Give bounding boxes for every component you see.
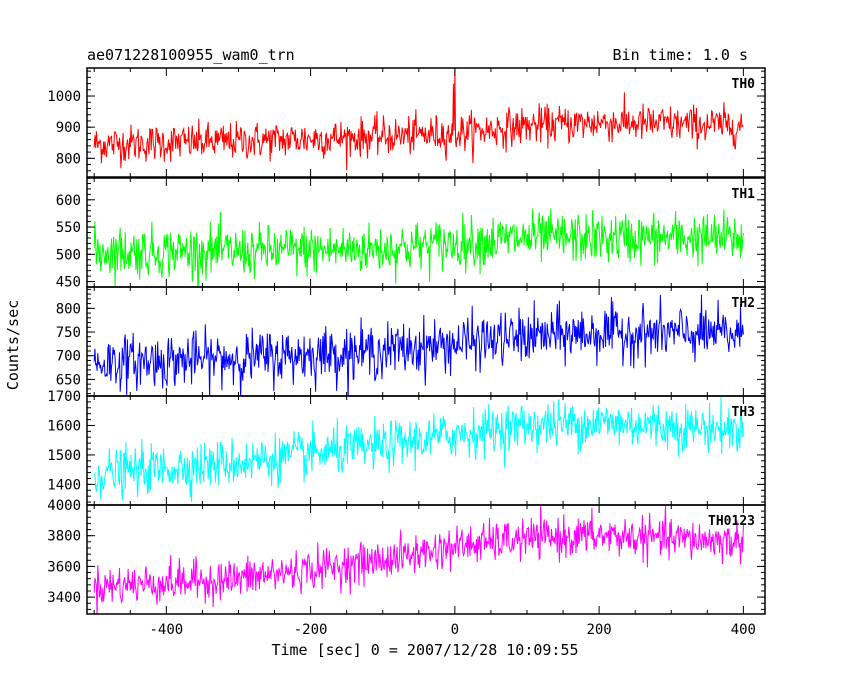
y-tick-label-th1: 500 <box>56 247 81 263</box>
series-line-th1 <box>93 208 744 287</box>
panel-frame-th0 <box>86 67 766 178</box>
x-tick-label: -200 <box>294 622 328 638</box>
y-tick-label-th0123: 3800 <box>47 529 81 545</box>
x-tick-label: -400 <box>149 622 183 638</box>
y-tick-label-th0123: 3600 <box>47 559 81 575</box>
y-tick-label-th2: 650 <box>56 372 81 388</box>
y-tick-label-th1: 450 <box>56 275 81 291</box>
y-axis-label: Counts/sec <box>4 300 22 390</box>
y-tick-label-th2: 700 <box>56 349 81 365</box>
series-line-th0123 <box>93 505 744 614</box>
series-line-th0 <box>93 68 744 171</box>
y-tick-label-th3: 1400 <box>47 477 81 493</box>
panels-group: 800 900 1000 TH0 450 500 550 600 TH1 650 700 750 800… <box>47 67 766 638</box>
x-axis-label: Time [sec] 0 = 2007/12/28 10:09:55 <box>271 641 578 659</box>
panel-label-th0: TH0 <box>732 77 756 92</box>
series-line-th2 <box>93 294 744 396</box>
x-tick-label: 200 <box>586 622 611 638</box>
x-tick-label: 0 <box>451 622 459 638</box>
y-tick-label-th0: 900 <box>56 120 81 136</box>
y-tick-label-th3: 1700 <box>47 389 81 405</box>
series-line-th3 <box>93 396 744 502</box>
x-tick-label: 400 <box>731 622 756 638</box>
y-tick-label-th0123: 3400 <box>47 590 81 606</box>
panel-frame-th0123 <box>86 504 766 615</box>
y-tick-label-th1: 550 <box>56 220 81 236</box>
panel-label-th2: TH2 <box>732 296 755 311</box>
chart-title-left: ae071228100955_wam0_trn <box>87 46 295 64</box>
y-tick-label-th0: 800 <box>56 151 81 167</box>
y-tick-label-th2: 800 <box>56 301 81 317</box>
y-tick-label-th2: 750 <box>56 325 81 341</box>
panel-frame-th2 <box>86 286 766 397</box>
y-tick-label-th3: 1500 <box>47 448 81 464</box>
panel-label-th3: TH3 <box>732 405 755 420</box>
chart-title-right: Bin time: 1.0 s <box>613 46 748 64</box>
panel-label-th1: TH1 <box>732 187 756 202</box>
panel-label-th0123: TH0123 <box>708 514 755 529</box>
y-tick-label-th0: 1000 <box>47 89 81 105</box>
y-tick-label-th0123: 4000 <box>47 498 81 514</box>
y-tick-label-th3: 1600 <box>47 418 81 434</box>
y-tick-label-th1: 600 <box>56 193 81 209</box>
